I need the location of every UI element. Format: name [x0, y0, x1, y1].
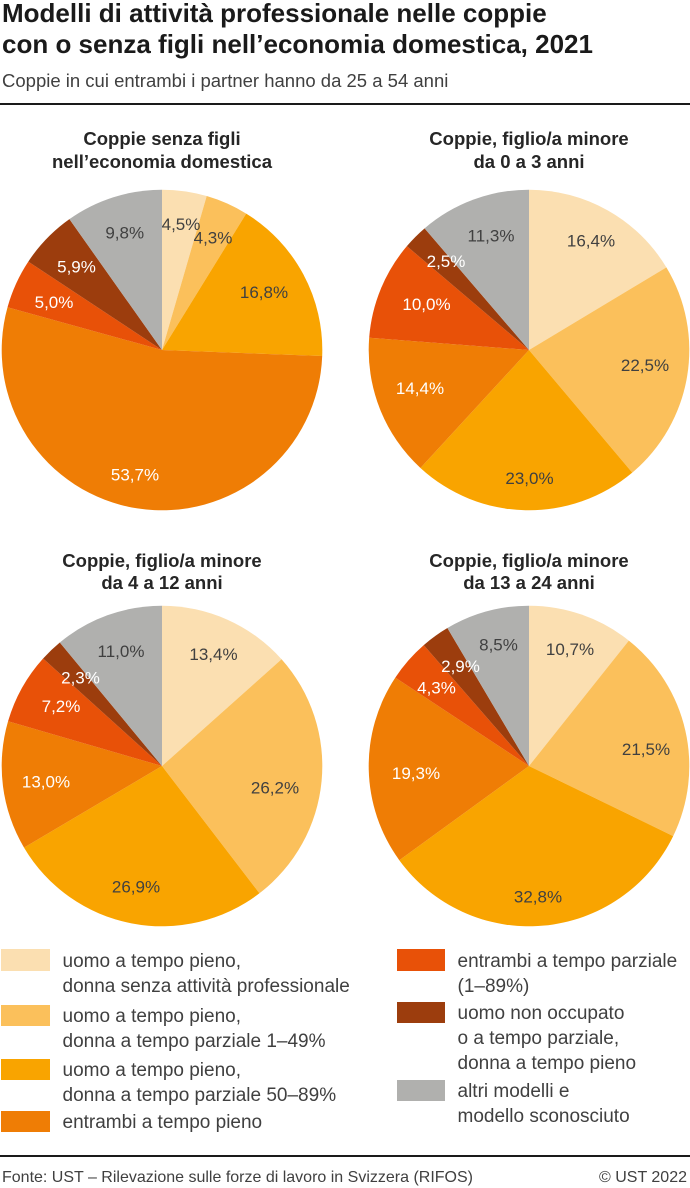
- svg-text:23,0%: 23,0%: [505, 469, 553, 488]
- svg-text:32,8%: 32,8%: [514, 887, 562, 906]
- svg-text:26,9%: 26,9%: [112, 877, 160, 896]
- svg-text:7,2%: 7,2%: [42, 697, 81, 716]
- svg-text:4,3%: 4,3%: [417, 678, 456, 697]
- svg-text:5,9%: 5,9%: [57, 258, 96, 277]
- svg-text:2,3%: 2,3%: [61, 668, 100, 687]
- svg-text:2,9%: 2,9%: [441, 657, 480, 676]
- svg-text:16,8%: 16,8%: [240, 283, 288, 302]
- svg-text:21,5%: 21,5%: [622, 740, 670, 759]
- svg-text:13,0%: 13,0%: [22, 772, 70, 791]
- svg-text:4,3%: 4,3%: [194, 229, 233, 248]
- svg-text:19,3%: 19,3%: [392, 764, 440, 783]
- svg-text:10,7%: 10,7%: [546, 640, 594, 659]
- svg-text:26,2%: 26,2%: [251, 778, 299, 797]
- svg-text:22,5%: 22,5%: [621, 356, 669, 375]
- svg-text:8,5%: 8,5%: [479, 635, 518, 654]
- svg-text:13,4%: 13,4%: [189, 645, 237, 664]
- svg-text:2,5%: 2,5%: [427, 252, 466, 271]
- svg-text:53,7%: 53,7%: [111, 466, 159, 485]
- svg-text:14,4%: 14,4%: [396, 379, 444, 398]
- svg-text:9,8%: 9,8%: [105, 224, 144, 243]
- svg-text:10,0%: 10,0%: [402, 295, 450, 314]
- svg-text:5,0%: 5,0%: [35, 293, 74, 312]
- svg-text:4,5%: 4,5%: [162, 215, 201, 234]
- svg-text:16,4%: 16,4%: [567, 232, 615, 251]
- svg-text:11,0%: 11,0%: [98, 642, 145, 661]
- svg-text:11,3%: 11,3%: [468, 227, 515, 246]
